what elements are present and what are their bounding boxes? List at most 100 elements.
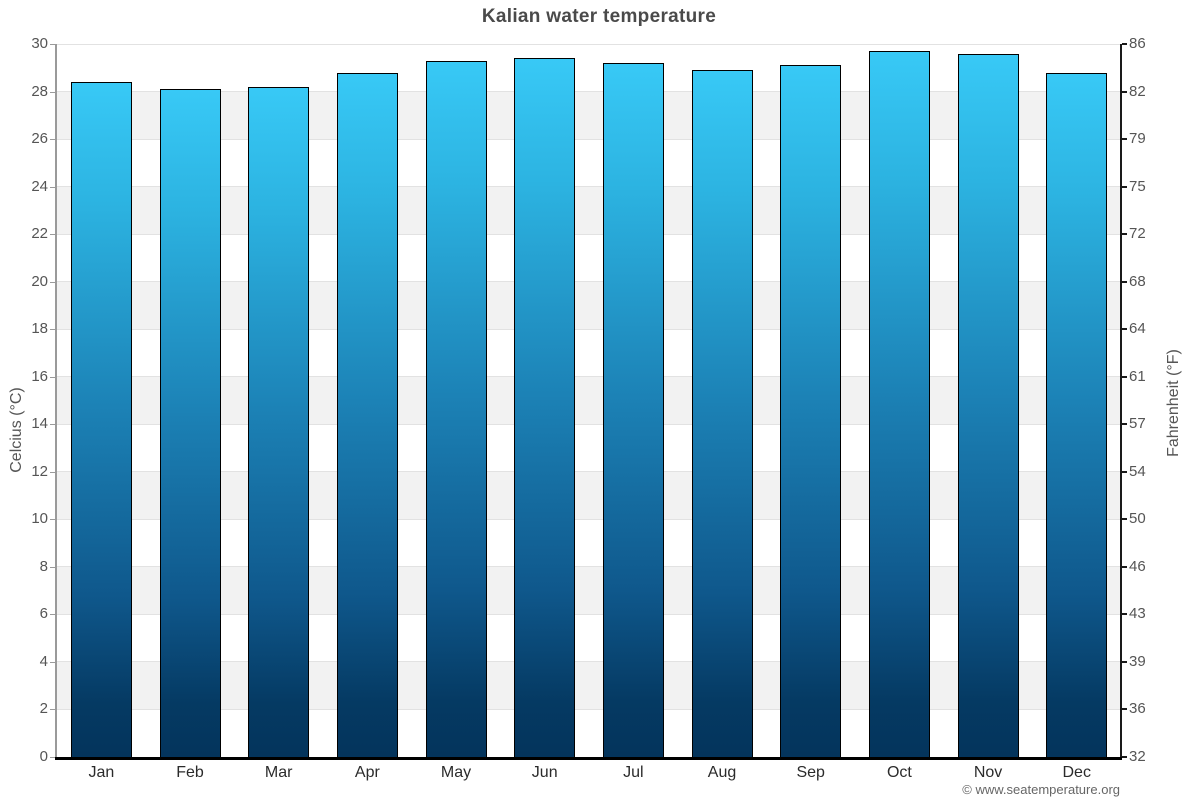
gridline (57, 661, 1121, 663)
x-tick-label-nov: Nov (973, 764, 1003, 781)
y-tick-mark-left (50, 281, 55, 283)
y-tick-label-fahrenheit-64: 64 (1129, 320, 1146, 338)
plot-band (57, 329, 1121, 377)
plot-band (57, 234, 1121, 282)
y-axis-line-right (1120, 44, 1122, 758)
y-tick-mark-left (50, 519, 55, 521)
y-axis-line-left (55, 44, 57, 757)
y-tick-mark-right (1122, 518, 1127, 521)
y-tick-label-celsius-12: 12 (31, 462, 48, 480)
bar-sep[interactable] (780, 65, 842, 757)
gridline (57, 613, 1121, 615)
x-tick-label-sep: Sep (796, 764, 825, 781)
y-tick-label-celsius-8: 8 (39, 557, 48, 575)
gridline (57, 376, 1121, 378)
y-tick-mark-left (50, 139, 55, 141)
y-tick-label-fahrenheit-32: 32 (1129, 748, 1146, 765)
x-tick-label-feb: Feb (176, 764, 204, 781)
y-tick-label-celsius-22: 22 (31, 225, 48, 243)
y-tick-label-fahrenheit-61: 61 (1129, 367, 1146, 385)
y-tick-mark-left (50, 614, 55, 616)
y-tick-label-celsius-20: 20 (31, 272, 48, 290)
gridline (57, 138, 1121, 140)
y-tick-mark-right (1122, 233, 1127, 236)
bar-nov[interactable] (957, 53, 1019, 757)
plot-band (57, 566, 1121, 615)
plot-band (57, 91, 1121, 140)
plot-band (57, 281, 1121, 330)
y-tick-mark-right (1122, 423, 1127, 426)
plot-band (57, 424, 1121, 472)
bar-dec[interactable] (1046, 72, 1108, 757)
gridline (57, 91, 1121, 93)
bar-slot-jun (500, 44, 589, 757)
gridline (57, 328, 1121, 330)
y-tick-label-fahrenheit-82: 82 (1129, 82, 1146, 100)
bar-may[interactable] (425, 60, 487, 757)
bar-aug[interactable] (691, 70, 753, 757)
bar-mar[interactable] (248, 86, 310, 757)
x-axis-labels: Jan Feb Mar Apr May Jun Jul Aug Sep Oct Nov Dec (57, 762, 1121, 784)
bar-feb[interactable] (159, 89, 221, 757)
y-tick-label-celsius-14: 14 (31, 415, 48, 433)
y-tick-mark-right (1122, 565, 1127, 568)
y-axis-title-fahrenheit: Fahrenheit (°F) (1165, 349, 1182, 457)
gridline (57, 708, 1121, 710)
x-tick-label-oct: Oct (886, 764, 912, 781)
x-tick-label-jun: Jun (531, 764, 558, 781)
y-tick-label-fahrenheit-57: 57 (1129, 415, 1146, 433)
y-tick-label-celsius-26: 26 (31, 130, 48, 148)
bar-slot-jan (57, 44, 146, 757)
y-tick-label-celsius-10: 10 (31, 510, 48, 528)
y-tick-mark-right (1122, 138, 1127, 141)
bar-oct[interactable] (868, 51, 930, 757)
y-tick-mark-right (1122, 185, 1127, 188)
y-tick-mark-left (50, 471, 55, 473)
plot-band (57, 186, 1121, 235)
y-tick-label-celsius-2: 2 (39, 700, 48, 718)
y-tick-mark-right (1122, 470, 1127, 473)
bar-slot-apr (323, 44, 412, 757)
y-tick-label-fahrenheit-54: 54 (1129, 462, 1146, 480)
y-tick-mark-right (1122, 613, 1127, 616)
bar-apr[interactable] (336, 72, 398, 757)
bar-slot-sep (766, 44, 855, 757)
y-tick-label-fahrenheit-50: 50 (1129, 510, 1146, 528)
y-tick-mark-right (1122, 708, 1127, 711)
y-tick-label-fahrenheit-43: 43 (1129, 605, 1146, 623)
y-tick-label-fahrenheit-36: 36 (1129, 700, 1146, 718)
x-tick-label-mar: Mar (264, 764, 293, 781)
chart-title: Kalian water temperature (481, 6, 717, 27)
y-tick-label-celsius-28: 28 (31, 82, 48, 100)
x-tick-label-jan: Jan (88, 764, 115, 781)
footer-credit-link[interactable]: © www.seatemperature.org (962, 782, 1120, 797)
bar-slot-mar (234, 44, 323, 757)
x-axis-line (55, 757, 1122, 760)
bar-slot-may (412, 44, 501, 757)
plot-band (57, 614, 1121, 662)
x-tick-label-aug: Aug (707, 764, 737, 781)
y-tick-label-fahrenheit-72: 72 (1129, 225, 1146, 243)
y-tick-mark-right (1122, 280, 1127, 283)
gridline (57, 566, 1121, 568)
bar-jan[interactable] (70, 82, 132, 757)
bar-series (57, 44, 1121, 757)
y-tick-mark-left (50, 709, 55, 711)
x-tick-label-jul: Jul (623, 764, 644, 781)
plot-area (57, 43, 1121, 758)
y-tick-label-celsius-4: 4 (39, 652, 48, 670)
bar-slot-jul (589, 44, 678, 757)
y-tick-label-fahrenheit-68: 68 (1129, 272, 1146, 290)
y-tick-label-celsius-30: 30 (31, 35, 48, 52)
y-tick-mark-left (50, 91, 55, 93)
gridline (57, 43, 1121, 45)
bar-jun[interactable] (514, 58, 576, 757)
gridline (57, 423, 1121, 425)
y-tick-label-celsius-16: 16 (31, 367, 48, 385)
bar-slot-dec (1032, 44, 1121, 757)
gridline (57, 281, 1121, 283)
bar-slot-aug (678, 44, 767, 757)
bar-jul[interactable] (602, 63, 664, 757)
y-tick-mark-right (1122, 43, 1127, 45)
